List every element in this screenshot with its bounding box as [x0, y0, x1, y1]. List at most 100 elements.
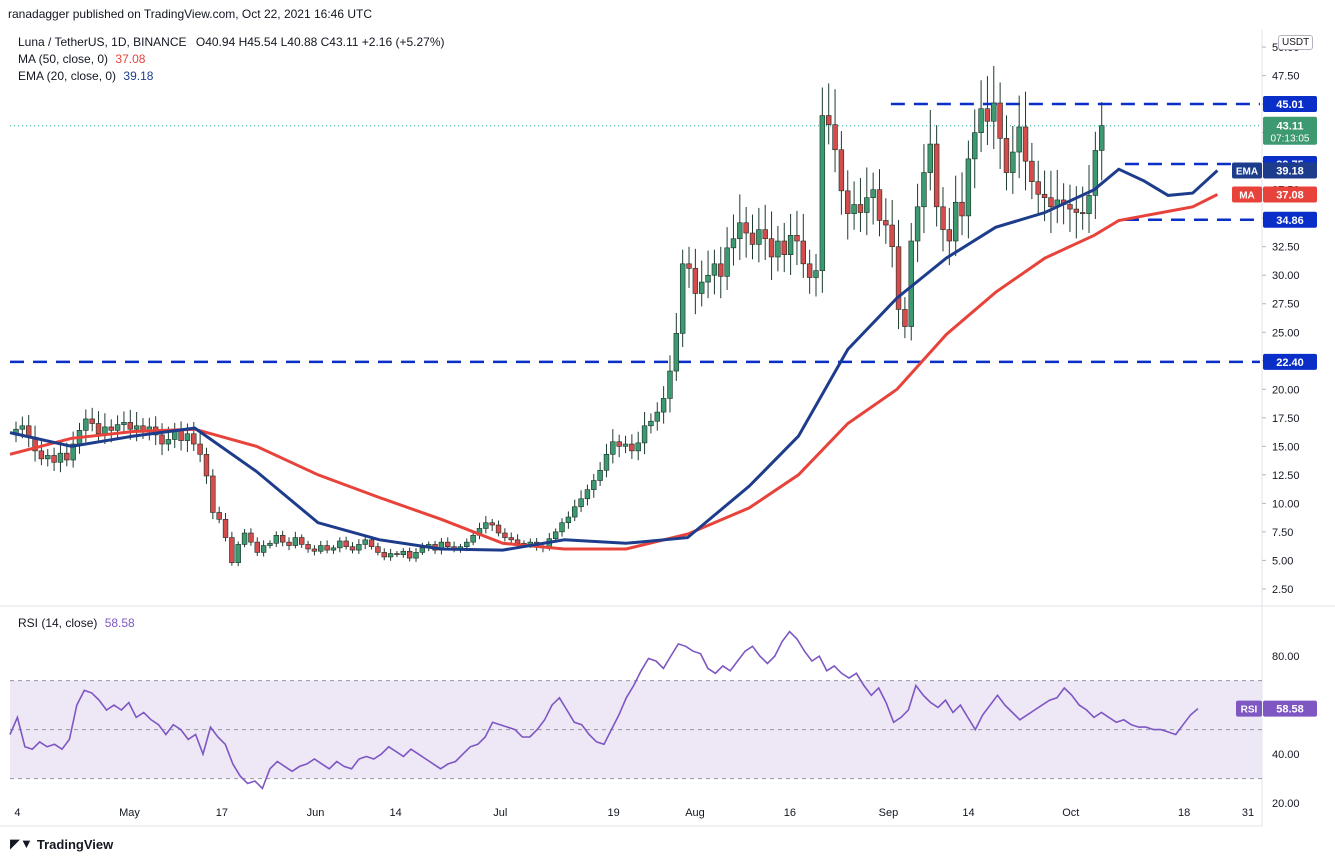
- legend-symbol-row: Luna / TetherUS, 1D, BINANCE O40.94 H45.…: [18, 35, 445, 49]
- candle-body: [838, 149, 845, 192]
- candle-body: [743, 222, 749, 234]
- candle-body: [305, 544, 311, 550]
- price-tick-label: 7.50: [1272, 527, 1293, 539]
- rsi-value-box: [1263, 700, 1317, 717]
- candle-body: [445, 541, 451, 547]
- candle-body: [89, 418, 95, 424]
- candle-body: [781, 240, 787, 255]
- candle-body: [387, 553, 394, 558]
- time-tick-label: 14: [389, 807, 401, 819]
- rsi-value: 58.58: [104, 616, 135, 630]
- candle-body: [940, 206, 946, 230]
- last-price-text: 43.11: [1277, 121, 1304, 133]
- price-tick-label: 32.50: [1272, 242, 1300, 254]
- candle-body: [635, 442, 641, 452]
- ema-tag-value-box: [1263, 162, 1317, 179]
- time-tick-label: 18: [1178, 807, 1190, 819]
- ema-value: 39.18: [123, 69, 154, 83]
- candle-body: [381, 552, 387, 558]
- level-tag: [1263, 211, 1317, 228]
- candle-body: [819, 115, 826, 271]
- candle-body: [286, 541, 292, 546]
- level-tag-text: 45.01: [1276, 99, 1304, 111]
- candle-body: [375, 546, 381, 553]
- candlesticks: [13, 65, 1105, 567]
- candle-body: [584, 489, 591, 500]
- candle-body: [972, 132, 978, 160]
- candle-body: [184, 433, 191, 441]
- candle-body: [762, 229, 768, 240]
- candle-body: [622, 443, 629, 447]
- candle-body: [984, 108, 991, 122]
- candle-body: [851, 204, 857, 214]
- price-tick-label: 2.50: [1272, 584, 1293, 596]
- candle-body: [343, 540, 349, 547]
- candle-body: [889, 224, 895, 248]
- candle-body: [870, 189, 876, 198]
- rsi-tag-label: RSI: [1241, 705, 1258, 716]
- candle-body: [864, 197, 870, 213]
- candle-body: [813, 270, 819, 278]
- price-tick-label: 20.00: [1272, 384, 1300, 396]
- candle-body: [724, 247, 730, 277]
- candle-body: [108, 426, 114, 431]
- tradingview-logo-icon: ◤▼: [10, 836, 33, 851]
- candle-body: [572, 506, 578, 518]
- time-tick-label: Jun: [307, 807, 325, 819]
- rsi-tag-value: 58.58: [1276, 704, 1304, 716]
- price-tick-label: 25.00: [1272, 327, 1300, 339]
- candle-body: [1048, 197, 1054, 208]
- candle-body: [483, 522, 489, 529]
- time-tick-label: 14: [962, 807, 974, 819]
- time-tick-label: Sep: [879, 807, 899, 819]
- rsi-tick-label: 20.00: [1272, 798, 1300, 810]
- candle-body: [216, 512, 222, 520]
- candle-body: [927, 143, 933, 173]
- time-tick-label: Aug: [685, 807, 705, 819]
- candle-body: [1092, 150, 1099, 196]
- candle-body: [337, 540, 343, 549]
- candle-body: [978, 108, 984, 133]
- candle-body: [356, 544, 362, 551]
- candle-body: [775, 240, 781, 258]
- candle-body: [102, 426, 108, 435]
- candle-body: [952, 201, 959, 242]
- countdown-text: 07:13:05: [1271, 134, 1310, 145]
- candle-body: [667, 370, 673, 399]
- currency-badge[interactable]: USDT: [1278, 35, 1314, 50]
- candle-body: [895, 246, 902, 310]
- candle-body: [464, 541, 470, 547]
- candle-body: [70, 443, 76, 461]
- candle-body: [1010, 151, 1016, 173]
- candle-body: [394, 553, 400, 555]
- rsi-panel: [9, 630, 1262, 790]
- price-tick-label: 30.00: [1272, 270, 1300, 282]
- candle-body: [127, 422, 133, 430]
- rsi-tick-label: 40.00: [1272, 749, 1300, 761]
- candle-body: [991, 102, 997, 122]
- candle-body: [692, 268, 699, 294]
- candle-body: [559, 522, 565, 533]
- candle-body: [273, 534, 280, 544]
- candle-body: [603, 454, 610, 471]
- candle-body: [794, 235, 800, 242]
- candle-body: [1016, 126, 1022, 153]
- time-tick-label: May: [119, 807, 140, 819]
- moving-averages: [9, 167, 1219, 552]
- candle-body: [159, 434, 165, 445]
- candle-body: [673, 333, 680, 372]
- level-tag: [1263, 96, 1317, 113]
- tradingview-logo[interactable]: ◤▼ TradingView: [10, 836, 113, 852]
- candle-body: [318, 545, 324, 552]
- candle-body: [95, 423, 102, 435]
- price-tick-label: 10.00: [1272, 498, 1300, 510]
- candle-body: [787, 235, 794, 255]
- candle-body: [362, 539, 368, 545]
- ohlc-values: O40.94 H45.54 L40.88 C43.11 +2.16 (+5.27…: [195, 35, 445, 49]
- candle-body: [997, 102, 1003, 139]
- time-tick-label: 31: [1242, 807, 1254, 819]
- candle-body: [292, 537, 299, 546]
- candle-body: [165, 439, 172, 445]
- level-tag-text: 22.40: [1276, 357, 1304, 369]
